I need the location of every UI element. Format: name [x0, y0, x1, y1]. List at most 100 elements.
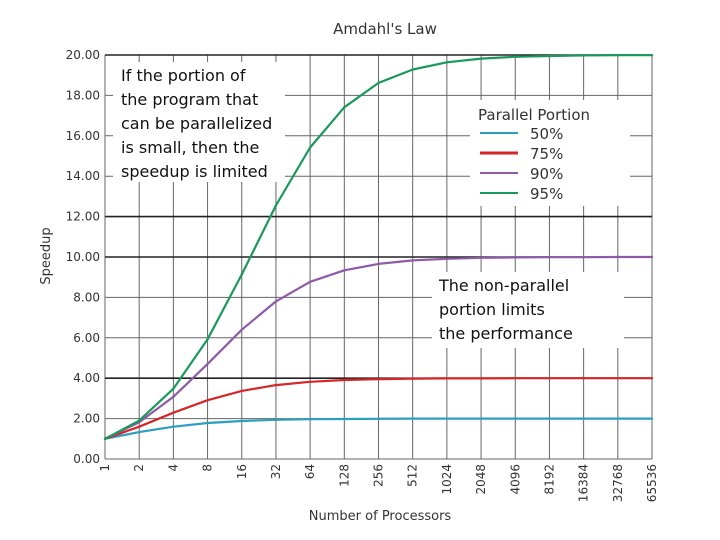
y-tick-label: 18.00 [66, 88, 100, 102]
data-point [103, 437, 107, 440]
data-point [274, 300, 278, 303]
annotation-line: If the portion of [121, 66, 246, 85]
data-point [308, 280, 312, 284]
data-point [172, 411, 175, 414]
x-tick-label: 8192 [542, 464, 556, 495]
annotation-limited-speedup: If the portion of the program that can b… [113, 62, 285, 182]
x-tick-label: 32768 [611, 464, 625, 502]
data-point [445, 257, 449, 261]
legend-label: 50% [530, 125, 563, 143]
data-point [240, 328, 243, 331]
y-tick-label: 4.00 [73, 371, 100, 385]
x-tick-label: 4096 [508, 464, 522, 495]
data-point [582, 256, 585, 259]
data-point [172, 425, 175, 428]
y-axis-label: Speedup [39, 227, 54, 284]
chart-title: Amdahl's Law [333, 20, 437, 38]
data-point [616, 377, 620, 380]
data-point [377, 262, 380, 266]
legend-label: 75% [530, 145, 563, 163]
data-point [274, 418, 278, 422]
annotation-line: speedup is limited [121, 162, 268, 181]
y-tick-label: 20.00 [66, 48, 100, 62]
x-tick-label: 256 [372, 464, 386, 487]
data-point [240, 273, 243, 276]
data-point [137, 419, 141, 422]
annotation-line: the performance [439, 324, 573, 343]
legend-label: 90% [530, 165, 563, 183]
annotation-line: the program that [121, 90, 258, 109]
data-point [548, 377, 551, 380]
series-lines [103, 54, 654, 440]
data-point [650, 377, 654, 380]
annotation-background [113, 62, 285, 182]
data-point [445, 61, 449, 64]
annotation-background [432, 272, 624, 348]
annotation-non-parallel: The non-parallel portion limits the perf… [432, 272, 624, 348]
data-point [479, 256, 483, 260]
data-point [445, 417, 449, 420]
x-tick-label: 16384 [577, 464, 591, 502]
x-tick-label: 4 [166, 464, 180, 472]
x-tick-label: 128 [337, 464, 351, 487]
y-tick-label: 10.00 [66, 250, 100, 264]
data-point [343, 378, 346, 382]
annotation-line: can be parallelized [121, 114, 272, 133]
data-point [411, 377, 414, 380]
data-point [343, 269, 346, 272]
x-tick-label: 2048 [474, 464, 488, 495]
y-tick-label: 8.00 [73, 290, 100, 304]
data-point [377, 417, 380, 421]
x-tick-label: 64 [303, 464, 317, 479]
data-point [274, 204, 278, 207]
data-point [240, 389, 243, 393]
x-tick-label: 1 [98, 464, 112, 472]
data-point [514, 55, 517, 59]
data-point [308, 146, 312, 149]
data-point [137, 430, 141, 434]
legend-items: 50% 75% 90% 95% [480, 125, 563, 203]
data-point [582, 54, 585, 57]
y-tick-label: 14.00 [66, 169, 100, 183]
data-point [274, 383, 278, 387]
data-point [343, 106, 346, 109]
y-tick-label: 2.00 [73, 412, 100, 426]
data-point [514, 417, 517, 420]
data-point [582, 377, 585, 380]
legend: Parallel Portion 50% 75% 90% 95% [470, 100, 630, 206]
data-point [479, 377, 483, 380]
annotation-line: is small, then the [121, 138, 259, 157]
data-point [206, 399, 209, 402]
x-tick-label: 32 [269, 464, 283, 479]
y-tick-label: 16.00 [66, 129, 100, 143]
data-point [479, 57, 483, 60]
data-point [343, 417, 346, 421]
data-point [514, 377, 517, 380]
data-point [206, 421, 209, 425]
data-point [650, 54, 654, 57]
data-point [616, 255, 620, 259]
data-point [582, 417, 585, 420]
data-point [137, 425, 141, 428]
x-axis-label: Number of Processors [309, 509, 452, 524]
x-tick-label: 1024 [440, 464, 454, 495]
data-point [616, 417, 620, 420]
legend-label: 95% [530, 185, 563, 203]
data-point [377, 378, 380, 381]
data-point [479, 417, 483, 420]
x-tick-label: 65536 [645, 464, 659, 502]
data-point [445, 377, 449, 380]
data-point [206, 362, 209, 366]
data-point [514, 256, 517, 259]
data-point [411, 417, 414, 420]
legend-title: Parallel Portion [478, 106, 590, 124]
annotation-line: The non-parallel [438, 276, 569, 295]
data-point [377, 81, 380, 85]
x-tick-label: 8 [201, 464, 215, 472]
data-point [650, 417, 654, 420]
y-tick-label: 6.00 [73, 331, 100, 345]
data-point [411, 259, 414, 262]
data-point [616, 54, 620, 57]
annotation-line: portion limits [439, 300, 545, 319]
